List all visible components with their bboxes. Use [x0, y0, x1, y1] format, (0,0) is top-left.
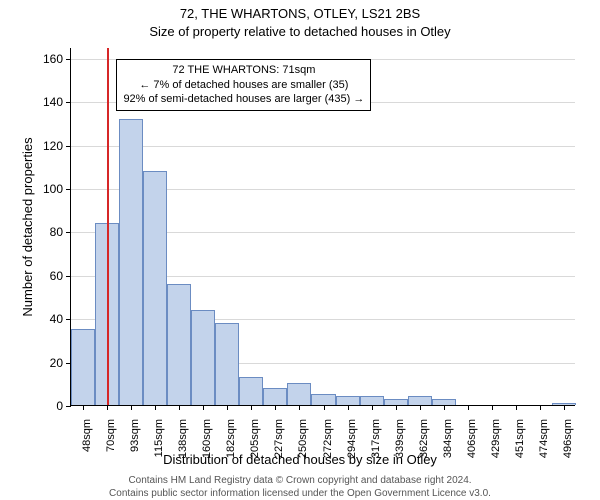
- y-tick-label: 20: [50, 356, 63, 370]
- histogram-bar: [336, 396, 360, 405]
- y-tick: [66, 319, 71, 320]
- annotation-line2: ← 7% of detached houses are smaller (35): [123, 78, 364, 93]
- annotation-line1: 72 THE WHARTONS: 71sqm: [123, 63, 364, 78]
- histogram-bar: [408, 396, 432, 405]
- histogram-bar: [263, 388, 287, 405]
- y-tick-label: 80: [50, 225, 63, 239]
- x-tick: [372, 405, 373, 410]
- x-tick: [179, 405, 180, 410]
- y-tick: [66, 59, 71, 60]
- chart-subtitle: Size of property relative to detached ho…: [0, 24, 600, 39]
- annotation-box: 72 THE WHARTONS: 71sqm← 7% of detached h…: [116, 59, 371, 112]
- x-tick-label: 93sqm: [129, 419, 141, 452]
- histogram-bar: [287, 383, 311, 405]
- y-tick-label: 60: [50, 269, 63, 283]
- histogram-bar: [143, 171, 167, 405]
- y-tick: [66, 406, 71, 407]
- x-tick: [348, 405, 349, 410]
- x-tick: [83, 405, 84, 410]
- credits-line2: Contains public sector information licen…: [0, 487, 600, 500]
- x-tick: [492, 405, 493, 410]
- y-axis-title: Number of detached properties: [20, 137, 35, 316]
- x-tick: [227, 405, 228, 410]
- property-marker-line: [107, 48, 109, 405]
- x-tick: [468, 405, 469, 410]
- x-tick: [516, 405, 517, 410]
- y-tick: [66, 232, 71, 233]
- x-tick: [131, 405, 132, 410]
- x-tick-label: 48sqm: [81, 419, 93, 452]
- y-tick-label: 100: [43, 182, 63, 196]
- histogram-bar: [239, 377, 263, 405]
- x-tick: [203, 405, 204, 410]
- histogram-bar: [311, 394, 335, 405]
- x-tick: [564, 405, 565, 410]
- y-tick-label: 120: [43, 139, 63, 153]
- histogram-bar: [167, 284, 191, 406]
- credits: Contains HM Land Registry data © Crown c…: [0, 474, 600, 500]
- y-tick: [66, 276, 71, 277]
- x-tick: [540, 405, 541, 410]
- y-tick: [66, 146, 71, 147]
- histogram-bar: [191, 310, 215, 405]
- y-tick: [66, 102, 71, 103]
- x-axis-title: Distribution of detached houses by size …: [0, 452, 600, 467]
- x-tick: [107, 405, 108, 410]
- y-tick-label: 40: [50, 312, 63, 326]
- plot-inner: 02040608010012014016048sqm70sqm93sqm115s…: [70, 48, 575, 406]
- x-tick: [396, 405, 397, 410]
- x-tick: [444, 405, 445, 410]
- plot-area: 02040608010012014016048sqm70sqm93sqm115s…: [70, 48, 575, 406]
- y-tick: [66, 189, 71, 190]
- histogram-bar: [119, 119, 143, 405]
- grid-line: [71, 146, 575, 147]
- chart-title: 72, THE WHARTONS, OTLEY, LS21 2BS: [0, 6, 600, 21]
- x-tick: [299, 405, 300, 410]
- annotation-line3: 92% of semi-detached houses are larger (…: [123, 92, 364, 107]
- y-tick-label: 140: [43, 95, 63, 109]
- credits-line1: Contains HM Land Registry data © Crown c…: [0, 474, 600, 487]
- x-tick: [275, 405, 276, 410]
- histogram-bar: [215, 323, 239, 405]
- y-tick-label: 160: [43, 52, 63, 66]
- histogram-bar: [71, 329, 95, 405]
- histogram-bar: [360, 396, 384, 405]
- x-tick-label: 70sqm: [105, 419, 117, 452]
- x-tick: [324, 405, 325, 410]
- chart-container: 72, THE WHARTONS, OTLEY, LS21 2BS Size o…: [0, 0, 600, 500]
- x-tick: [420, 405, 421, 410]
- y-tick-label: 0: [56, 399, 63, 413]
- x-tick: [155, 405, 156, 410]
- x-tick: [251, 405, 252, 410]
